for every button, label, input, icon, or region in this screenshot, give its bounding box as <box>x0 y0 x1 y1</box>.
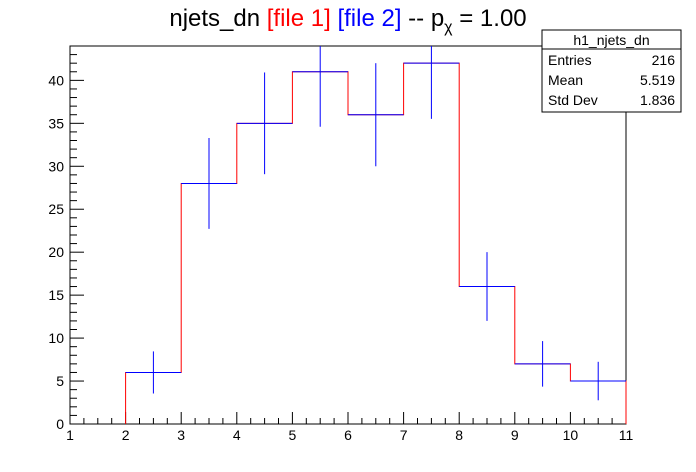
x-tick-label: 3 <box>177 427 185 443</box>
y-tick-label: 25 <box>48 201 64 217</box>
title-suffix-post: = 1.00 <box>453 5 527 32</box>
series-file2-bin <box>292 46 348 127</box>
title-subscript: χ <box>444 19 453 36</box>
y-tick-label: 35 <box>48 115 64 131</box>
stats-name: h1_njets_dn <box>573 32 649 48</box>
y-tick-label: 40 <box>48 72 64 88</box>
x-tick-label: 8 <box>455 427 463 443</box>
series-file2-bin <box>514 341 571 387</box>
y-tick-label: 5 <box>56 373 64 389</box>
series-file2-bin <box>459 252 515 321</box>
x-tick-label: 4 <box>233 427 241 443</box>
x-tick-label: 10 <box>563 427 579 443</box>
title-file2: [file 2] <box>337 5 401 32</box>
stats-value: 5.519 <box>640 72 675 88</box>
y-tick-label: 10 <box>48 330 64 346</box>
series-file2-bin <box>570 361 626 401</box>
title-suffix-pre: -- p <box>402 5 445 32</box>
x-tick-label: 6 <box>344 427 352 443</box>
title-prefix: njets_dn <box>169 5 266 32</box>
series-file2-bin <box>181 138 237 229</box>
y-tick-label: 15 <box>48 287 64 303</box>
series-file2-bin <box>125 351 182 394</box>
stats-label: Entries <box>548 52 592 68</box>
stats-value: 216 <box>652 52 676 68</box>
x-tick-label: 9 <box>511 427 519 443</box>
x-tick-label: 5 <box>289 427 297 443</box>
chart-title: njets_dn [file 1] [file 2] -- pχ = 1.00 <box>169 5 526 36</box>
series-file2-bin <box>348 63 404 167</box>
title-file1: [file 1] <box>267 5 331 32</box>
x-tick-label: 11 <box>619 427 634 443</box>
series-file2-bin <box>236 72 293 175</box>
x-tick-label: 7 <box>400 427 408 443</box>
series-file2-bin <box>403 46 460 119</box>
x-tick-label: 2 <box>122 427 130 443</box>
stats-label: Mean <box>548 72 583 88</box>
x-tick-label: 1 <box>66 427 74 443</box>
y-tick-label: 20 <box>48 244 64 260</box>
y-tick-label: 30 <box>48 158 64 174</box>
stats-box-frame <box>541 29 682 113</box>
stats-value: 1.836 <box>640 92 675 108</box>
stats-box: h1_njets_dn Entries 216 Mean 5.519 Std Dev 1.8… <box>541 29 682 113</box>
stats-label: Std Dev <box>548 92 598 108</box>
y-tick-label: 0 <box>56 416 64 432</box>
